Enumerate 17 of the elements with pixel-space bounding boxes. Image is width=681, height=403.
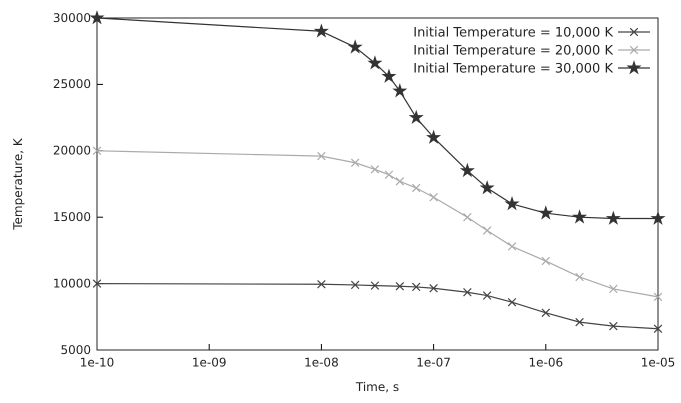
x-tick-label: 1e-05 bbox=[640, 356, 676, 370]
legend-label: Initial Temperature = 30,000 K bbox=[413, 62, 614, 77]
y-tick-label: 20000 bbox=[52, 144, 91, 158]
legend-label: Initial Temperature = 10,000 K bbox=[413, 26, 614, 41]
y-tick-label: 10000 bbox=[52, 276, 91, 290]
y-axis-title: Temperature, K bbox=[11, 137, 25, 231]
legend-label: Initial Temperature = 20,000 K bbox=[413, 44, 614, 59]
x-tick-label: 1e-08 bbox=[304, 356, 339, 370]
x-tick-label: 1e-10 bbox=[80, 356, 114, 370]
x-tick-label: 1e-07 bbox=[416, 356, 451, 370]
x-axis-title: Time, s bbox=[354, 380, 400, 394]
x-tick-label: 1e-09 bbox=[192, 356, 227, 370]
y-tick-label: 30000 bbox=[52, 10, 91, 25]
y-tick-label: 5000 bbox=[60, 342, 91, 357]
y-tick-label: 15000 bbox=[52, 210, 91, 224]
y-tick-label: 25000 bbox=[52, 77, 91, 92]
x-tick-label: 1e-06 bbox=[528, 356, 564, 370]
